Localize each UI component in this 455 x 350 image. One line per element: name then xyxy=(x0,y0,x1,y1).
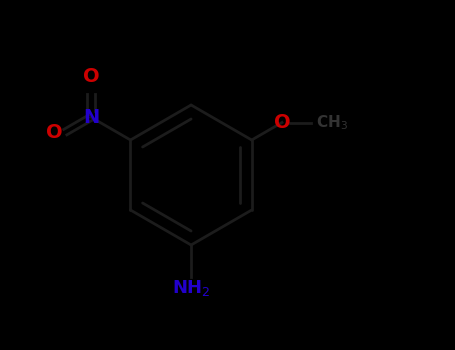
Text: NH$_2$: NH$_2$ xyxy=(172,278,210,298)
Text: O: O xyxy=(83,67,99,86)
Text: N: N xyxy=(83,108,99,127)
Text: CH$_3$: CH$_3$ xyxy=(316,113,348,132)
Text: O: O xyxy=(274,113,290,132)
Text: O: O xyxy=(46,122,63,142)
